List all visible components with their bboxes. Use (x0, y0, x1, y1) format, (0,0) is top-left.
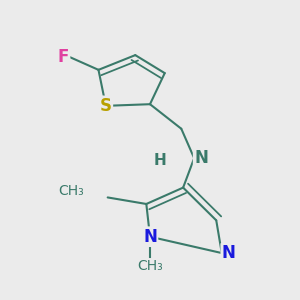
Text: N: N (143, 228, 157, 246)
Text: N: N (194, 149, 208, 167)
Text: H: H (154, 153, 167, 168)
Text: CH₃: CH₃ (58, 184, 84, 198)
Text: N: N (222, 244, 236, 262)
Text: S: S (100, 97, 112, 115)
Text: F: F (58, 48, 69, 66)
Text: CH₃: CH₃ (137, 259, 163, 273)
